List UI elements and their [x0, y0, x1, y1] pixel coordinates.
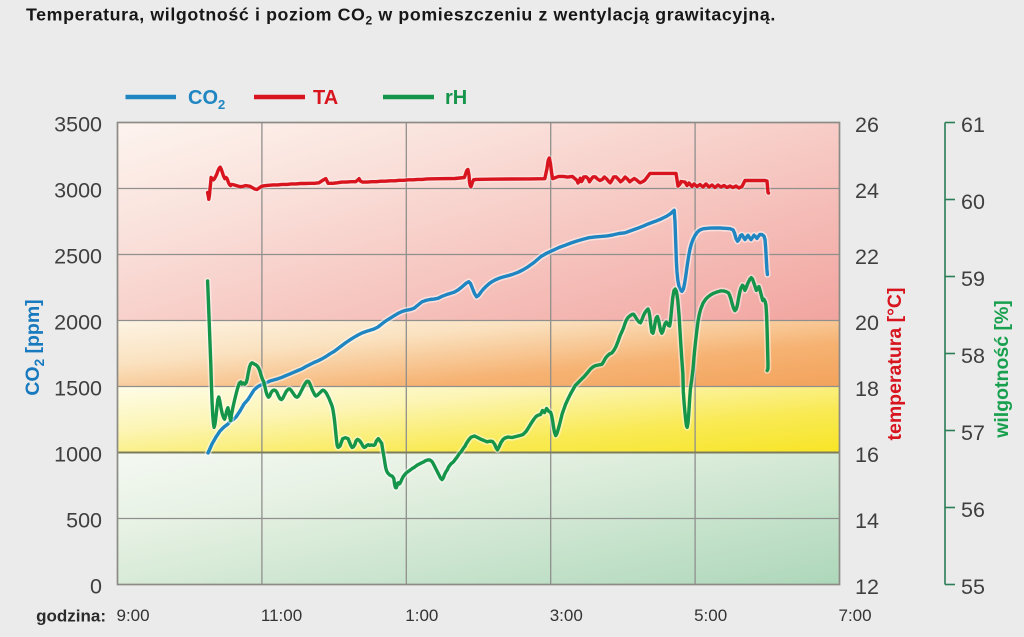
svg-text:9:00: 9:00 [117, 606, 150, 625]
svg-text:2500: 2500 [54, 245, 102, 269]
svg-text:1500: 1500 [54, 377, 102, 401]
svg-text:59: 59 [961, 267, 985, 291]
svg-text:500: 500 [66, 509, 102, 533]
svg-text:Temperatura, wilgotność i pozi: Temperatura, wilgotność i poziom CO2 w p… [26, 5, 776, 28]
svg-text:57: 57 [961, 421, 985, 445]
svg-text:55: 55 [961, 575, 985, 599]
svg-text:2000: 2000 [54, 311, 102, 335]
svg-text:5:00: 5:00 [694, 606, 727, 625]
svg-text:1:00: 1:00 [405, 606, 438, 625]
svg-text:1000: 1000 [54, 443, 102, 467]
svg-text:CO2: CO2 [188, 87, 225, 112]
svg-text:14: 14 [855, 509, 879, 533]
svg-text:temperatura [°C]: temperatura [°C] [884, 288, 906, 441]
svg-text:wilgotność [%]: wilgotność [%] [991, 300, 1013, 439]
svg-text:3500: 3500 [54, 113, 102, 137]
svg-text:60: 60 [961, 190, 985, 214]
svg-text:18: 18 [855, 377, 879, 401]
svg-text:58: 58 [961, 344, 985, 368]
svg-text:0: 0 [90, 575, 102, 599]
svg-text:24: 24 [855, 179, 879, 203]
svg-text:rH: rH [445, 87, 467, 109]
svg-text:26: 26 [855, 113, 879, 137]
svg-text:20: 20 [855, 311, 879, 335]
svg-text:CO2 [ppm]: CO2 [ppm] [22, 299, 47, 395]
svg-text:16: 16 [855, 443, 879, 467]
svg-text:3000: 3000 [54, 179, 102, 203]
svg-text:11:00: 11:00 [261, 606, 302, 625]
svg-text:61: 61 [961, 113, 985, 137]
svg-text:TA: TA [313, 87, 338, 109]
svg-text:56: 56 [961, 498, 985, 522]
svg-text:3:00: 3:00 [550, 606, 583, 625]
svg-text:godzina:: godzina: [36, 606, 106, 625]
svg-text:12: 12 [855, 575, 879, 599]
svg-text:7:00: 7:00 [839, 606, 872, 625]
svg-text:22: 22 [855, 245, 879, 269]
